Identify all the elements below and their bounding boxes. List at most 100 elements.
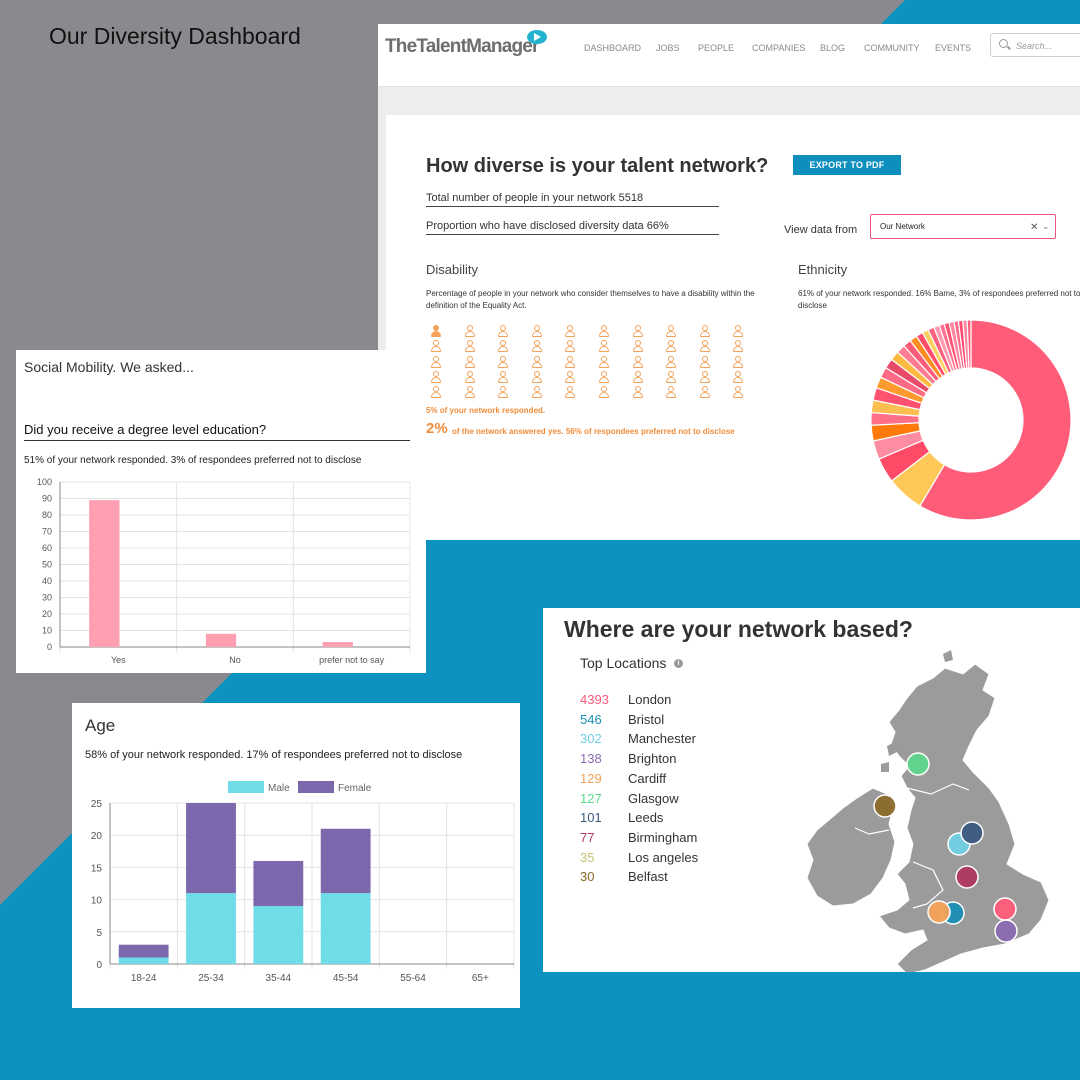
y-tick-label: 80 xyxy=(42,510,52,520)
age-bar-segment xyxy=(320,893,371,964)
logo-play-icon xyxy=(527,30,547,44)
location-name: Leeds xyxy=(628,810,664,826)
nav-people[interactable]: PEOPLE xyxy=(698,43,735,53)
person-icon xyxy=(464,325,475,338)
ethnicity-description: 61% of your network responded. 16% Bame,… xyxy=(798,289,1080,310)
person-icon xyxy=(565,325,576,338)
person-icon xyxy=(498,325,509,338)
person-icon xyxy=(632,386,643,399)
age-bar-segment xyxy=(253,906,304,964)
y-tick-label: 25 xyxy=(91,799,103,810)
location-pin[interactable] xyxy=(873,794,897,818)
clear-icon[interactable]: ✕ xyxy=(1030,222,1039,233)
nav-blog[interactable]: BLOG xyxy=(820,43,846,53)
disability-description: Percentage of people in your network who… xyxy=(426,289,755,310)
person-icon xyxy=(699,386,710,399)
y-tick-label: 60 xyxy=(42,543,52,553)
top-locations-label: Top Locations xyxy=(580,655,667,671)
x-tick-label: 65+ xyxy=(472,973,489,984)
person-icon xyxy=(531,386,542,399)
person-icon xyxy=(599,370,609,384)
select-value: Our Network xyxy=(880,222,925,231)
location-pin[interactable] xyxy=(994,919,1018,943)
location-count: 546 xyxy=(580,711,602,727)
person-icon xyxy=(565,370,576,384)
person-icon xyxy=(632,325,643,338)
x-tick-label: Yes xyxy=(111,655,126,665)
page-heading: How diverse is your talent network? xyxy=(426,155,769,177)
person-icon xyxy=(531,340,542,353)
person-icon xyxy=(565,386,576,399)
chevron-down-icon[interactable]: ⌄ xyxy=(1042,221,1050,231)
x-tick-label: 55-64 xyxy=(400,973,426,984)
person-icon xyxy=(431,386,441,399)
person-icon xyxy=(431,340,441,353)
search-input[interactable]: Search... xyxy=(990,33,1080,57)
nav-dashboard[interactable]: DASHBOARD xyxy=(584,43,642,53)
location-pin[interactable] xyxy=(906,752,930,776)
person-icon xyxy=(599,325,609,338)
info-icon[interactable]: i xyxy=(674,659,683,668)
disclosed-proportion-stat: Proportion who have disclosed diversity … xyxy=(426,220,719,235)
location-name: Cardiff xyxy=(628,770,667,786)
y-tick-label: 30 xyxy=(42,593,52,603)
nav-community[interactable]: COMMUNITY xyxy=(864,43,920,53)
person-icon xyxy=(699,340,710,353)
location-count: 129 xyxy=(580,770,602,786)
person-icon xyxy=(498,355,509,369)
logo[interactable]: TheTalentManager xyxy=(385,36,539,57)
uk-map xyxy=(806,650,1050,972)
disability-answer: of the network answered yes. 56% of resp… xyxy=(452,427,735,436)
y-tick-label: 50 xyxy=(42,560,52,570)
social-mobility-title: Social Mobility. We asked... xyxy=(24,359,194,375)
ethnicity-title: Ethnicity xyxy=(798,262,848,277)
legend-swatch xyxy=(298,781,334,793)
person-icon xyxy=(431,370,441,384)
person-icon xyxy=(632,355,643,369)
nav-events[interactable]: EVENTS xyxy=(935,43,972,53)
location-pin[interactable] xyxy=(927,900,951,924)
talent-manager-app: TheTalentManager DASHBOARD JOBS PEOPLE C… xyxy=(378,24,1080,540)
person-icon xyxy=(699,355,710,369)
person-icon xyxy=(431,355,441,369)
y-tick-label: 0 xyxy=(47,642,52,652)
y-tick-label: 100 xyxy=(37,477,52,487)
person-icon xyxy=(733,370,744,384)
degree-bar xyxy=(205,633,237,647)
location-count: 30 xyxy=(580,869,595,885)
age-bar-segment xyxy=(320,828,371,894)
x-tick-label: 25-34 xyxy=(198,973,224,984)
person-icon xyxy=(464,370,475,384)
person-icon xyxy=(733,325,744,338)
person-icon xyxy=(666,355,677,369)
y-tick-label: 10 xyxy=(91,896,103,907)
person-icon xyxy=(733,386,744,399)
location-count: 77 xyxy=(580,829,595,845)
person-icon xyxy=(599,386,609,399)
nav-companies[interactable]: COMPANIES xyxy=(752,43,806,53)
y-tick-label: 10 xyxy=(42,626,52,636)
legend-label: Female xyxy=(338,783,372,794)
person-icon xyxy=(666,340,677,353)
person-icon xyxy=(531,355,542,369)
age-card: Age 58% of your network responded. 17% o… xyxy=(72,703,520,1008)
age-response-note: 58% of your network responded. 17% of re… xyxy=(85,749,463,761)
y-tick-label: 20 xyxy=(42,609,52,619)
search-placeholder: Search... xyxy=(1016,41,1053,51)
nav-jobs[interactable]: JOBS xyxy=(656,43,680,53)
location-pins xyxy=(873,752,1018,943)
y-tick-label: 0 xyxy=(96,960,102,971)
age-bar-segment xyxy=(253,860,304,907)
location-pin[interactable] xyxy=(955,865,979,889)
age-bar-segment xyxy=(186,893,236,964)
person-icon xyxy=(733,340,744,353)
legend-label: Male xyxy=(268,783,290,794)
location-pin[interactable] xyxy=(960,821,984,845)
location-name: Brighton xyxy=(628,751,677,767)
search-icon xyxy=(999,39,1008,48)
location-pin[interactable] xyxy=(993,897,1017,921)
x-tick-label: prefer not to say xyxy=(319,655,385,665)
degree-question: Did you receive a degree level education… xyxy=(24,422,410,441)
view-data-from-select[interactable]: Our Network ✕ ⌄ xyxy=(870,214,1056,239)
export-pdf-button[interactable]: EXPORT TO PDF xyxy=(793,155,901,175)
